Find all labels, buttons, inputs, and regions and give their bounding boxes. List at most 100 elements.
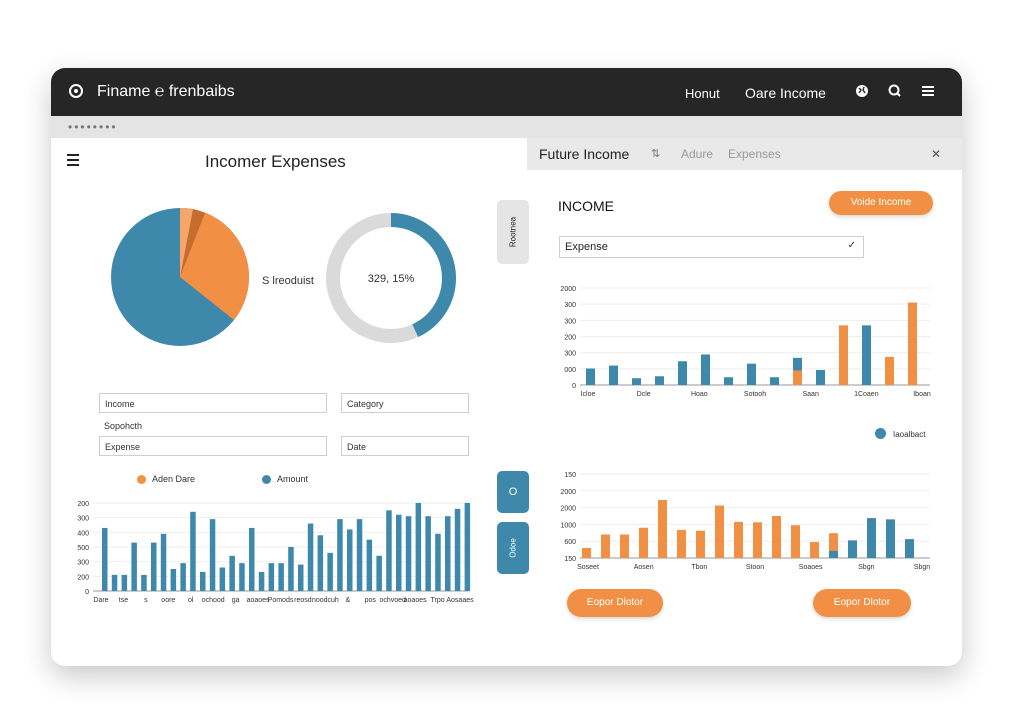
bar <box>724 377 733 385</box>
income-donut-chart: 329, 15% <box>326 213 456 343</box>
donut-center-label: 329, 15% <box>368 273 415 285</box>
side-tab-circle-label: O <box>508 486 518 498</box>
bar <box>793 370 802 385</box>
x-tick-label: Sotooh <box>744 391 766 398</box>
x-tick-label: Icloe <box>581 391 596 398</box>
bar <box>278 563 284 591</box>
x-tick-label: oore <box>161 597 175 604</box>
income-field[interactable]: Income <box>99 393 327 413</box>
x-tick-label: Dare <box>93 597 108 604</box>
side-tab-circle[interactable]: O <box>497 471 529 513</box>
close-icon[interactable]: ✕ <box>931 147 942 161</box>
bar <box>386 510 392 591</box>
y-tick-label: 2000 <box>560 489 576 496</box>
search-icon[interactable] <box>887 84 903 100</box>
y-tick-label: 2000 <box>560 286 576 293</box>
pie-slice-dark-orange <box>180 209 205 277</box>
bar <box>376 555 382 591</box>
bar <box>696 530 705 558</box>
bar <box>632 378 641 385</box>
bar <box>655 376 664 385</box>
bar <box>639 527 648 558</box>
bar <box>454 508 461 591</box>
export-button-right[interactable]: Eopor Dlotor <box>813 589 911 617</box>
app-logo-icon <box>69 84 83 98</box>
tab-expenses[interactable]: Expenses <box>728 147 781 161</box>
bar <box>425 516 431 591</box>
bar <box>810 542 819 558</box>
tab-adure[interactable]: Adure <box>681 147 714 161</box>
x-tick-label: Aosaaes <box>446 597 474 604</box>
x-tick-label: Sbgn <box>914 564 930 571</box>
bar <box>678 361 687 385</box>
x-tick-label: Sbgn <box>858 564 874 571</box>
side-tab-rootnea[interactable]: Rootnea <box>497 200 529 264</box>
tab-filter-icon[interactable]: ⇅ <box>651 148 661 160</box>
bar <box>677 529 686 558</box>
form-subtext: Sopohcth <box>104 421 143 431</box>
chevron-down-icon: ✓ <box>847 240 856 251</box>
bar <box>582 547 591 558</box>
right-panel: Future Income ⇅ Adure Expenses ✕ Rootnea… <box>497 138 962 666</box>
x-tick-label: Iboan <box>913 391 931 398</box>
bar <box>170 569 177 591</box>
bar <box>347 529 353 591</box>
x-tick-label: Soaoes <box>799 564 823 571</box>
app-window: Finame ℮ frenbaibs Honut Oare Income •••… <box>51 68 962 666</box>
income-heading: INCOME <box>558 198 614 214</box>
export-button-left[interactable]: Eopor Dlotor <box>567 589 663 617</box>
y-tick-label: 0 <box>85 589 89 596</box>
tab-future-income[interactable]: Future Income <box>539 146 630 162</box>
y-tick-label: 300 <box>77 560 89 567</box>
y-tick-label: 600 <box>564 539 576 546</box>
nav-link-income[interactable]: Oare Income <box>745 85 826 101</box>
bar <box>829 533 838 558</box>
date-field[interactable]: Date <box>341 436 469 456</box>
side-tab-odoe[interactable]: Odoe <box>497 522 529 574</box>
expense-field[interactable]: Expense <box>99 436 327 456</box>
x-tick-label: aoaoes <box>247 597 270 604</box>
bar <box>734 521 743 558</box>
y-tick-label: 300 <box>77 516 89 523</box>
x-tick-label: & <box>345 597 350 604</box>
bar <box>366 539 373 591</box>
x-tick-label: reosd <box>294 597 312 604</box>
category-field[interactable]: Category <box>341 393 469 413</box>
bar <box>715 505 724 558</box>
bar <box>415 503 422 591</box>
bar <box>102 527 108 591</box>
bar <box>249 527 255 591</box>
y-tick-label: 500 <box>77 545 89 552</box>
legend-dot-orange <box>137 475 146 484</box>
x-tick-label: s <box>144 597 148 604</box>
title-bar: Finame ℮ frenbaibs Honut Oare Income <box>51 68 962 116</box>
y-tick-label: 0 <box>572 383 576 390</box>
bar <box>327 552 333 591</box>
bar <box>190 511 196 591</box>
y-tick-label: 300 <box>564 302 576 309</box>
bar <box>839 325 848 385</box>
y-tick-label: 200 <box>77 574 89 581</box>
bar <box>816 369 825 385</box>
nav-link-home[interactable]: Honut <box>685 86 720 101</box>
hamburger-icon[interactable] <box>67 154 79 169</box>
expense-select[interactable]: Expense ✓ <box>559 236 864 258</box>
bar <box>620 534 629 558</box>
voide-income-button[interactable]: Voide Income <box>829 191 933 215</box>
legend-label-2: Iaoalbact <box>893 430 926 439</box>
x-tick-label: 1Coaen <box>854 391 879 398</box>
y-tick-label: 200 <box>77 501 89 508</box>
bar <box>317 535 324 591</box>
y-tick-label: 2000 <box>560 506 576 513</box>
x-tick-label: noodcuh <box>312 597 339 604</box>
bar <box>268 563 275 591</box>
globe-icon[interactable] <box>854 84 870 100</box>
menu-icon[interactable] <box>920 84 936 100</box>
bar <box>141 574 147 591</box>
bar <box>160 533 167 591</box>
y-tick-label: 1000 <box>560 522 576 529</box>
bar <box>867 518 876 558</box>
x-tick-label: Soseet <box>577 564 599 571</box>
bar <box>701 354 710 385</box>
bar <box>258 571 265 591</box>
